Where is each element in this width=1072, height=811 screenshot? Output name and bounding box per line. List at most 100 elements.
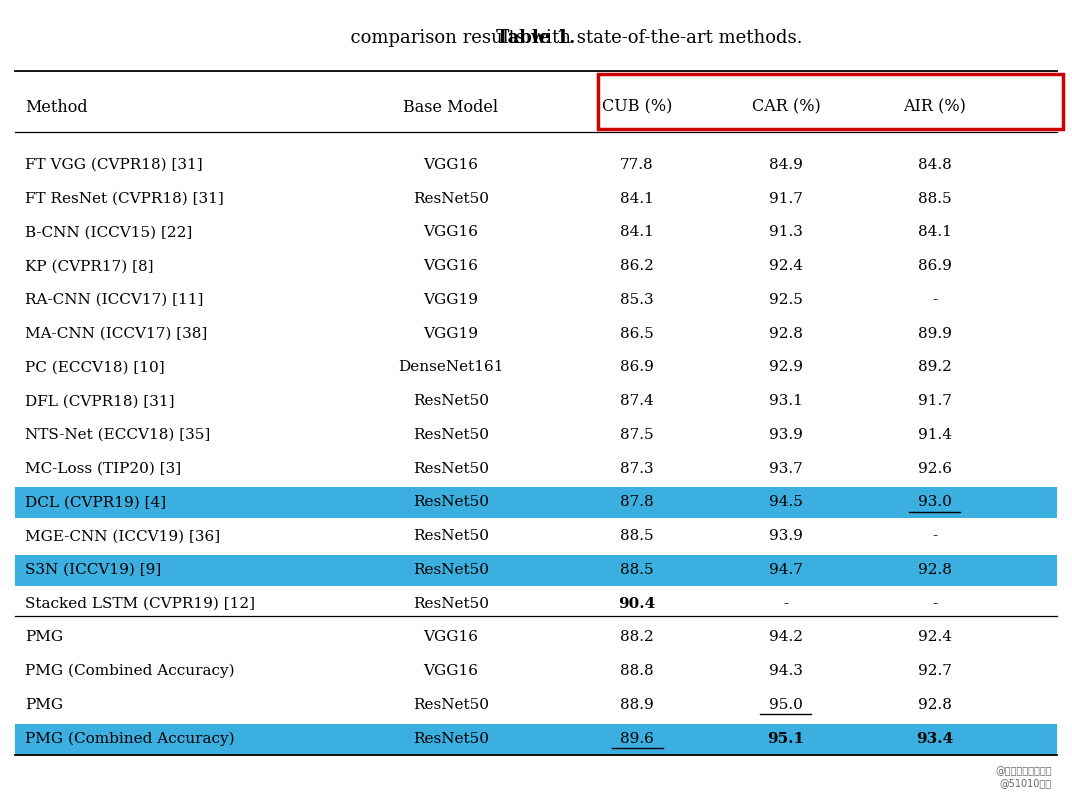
Text: 86.9: 86.9 <box>918 259 952 272</box>
Text: 95.0: 95.0 <box>769 697 803 711</box>
Text: 88.9: 88.9 <box>621 697 654 711</box>
Text: 88.2: 88.2 <box>621 629 654 644</box>
Text: VGG16: VGG16 <box>423 259 478 272</box>
Text: VGG16: VGG16 <box>423 629 478 644</box>
Text: 91.3: 91.3 <box>769 225 803 239</box>
Text: VGG19: VGG19 <box>423 326 478 341</box>
Text: 86.2: 86.2 <box>620 259 654 272</box>
Text: 94.2: 94.2 <box>769 629 803 644</box>
Text: -: - <box>933 596 937 610</box>
Text: 91.7: 91.7 <box>918 393 952 408</box>
Text: DCL (CVPR19) [4]: DCL (CVPR19) [4] <box>26 495 166 508</box>
Text: VGG16: VGG16 <box>423 225 478 239</box>
Text: 84.1: 84.1 <box>620 225 654 239</box>
Text: MC-Loss (TIP20) [3]: MC-Loss (TIP20) [3] <box>26 461 181 475</box>
Bar <box>598 75 1062 131</box>
Text: -: - <box>784 596 789 610</box>
Text: 93.9: 93.9 <box>769 427 803 441</box>
Text: KP (CVPR17) [8]: KP (CVPR17) [8] <box>26 259 154 272</box>
Text: MA-CNN (ICCV17) [38]: MA-CNN (ICCV17) [38] <box>26 326 208 341</box>
Text: MGE-CNN (ICCV19) [36]: MGE-CNN (ICCV19) [36] <box>26 529 221 543</box>
Text: 94.3: 94.3 <box>769 663 803 677</box>
Text: @稀土掘金技术社区
@51010博客: @稀土掘金技术社区 @51010博客 <box>995 766 1052 787</box>
Text: 88.5: 88.5 <box>621 529 654 543</box>
Text: B-CNN (ICCV15) [22]: B-CNN (ICCV15) [22] <box>26 225 193 239</box>
Text: CAR (%): CAR (%) <box>751 98 820 115</box>
Text: 84.8: 84.8 <box>918 157 952 172</box>
Text: VGG16: VGG16 <box>423 157 478 172</box>
Text: PMG (Combined Accuracy): PMG (Combined Accuracy) <box>26 731 235 745</box>
Text: 88.8: 88.8 <box>621 663 654 677</box>
Text: ResNet50: ResNet50 <box>413 191 489 205</box>
Text: FT ResNet (CVPR18) [31]: FT ResNet (CVPR18) [31] <box>26 191 224 205</box>
Text: ResNet50: ResNet50 <box>413 529 489 543</box>
Text: ResNet50: ResNet50 <box>413 495 489 508</box>
Bar <box>15 555 1057 586</box>
Text: 92.5: 92.5 <box>769 293 803 307</box>
Text: PMG (Combined Accuracy): PMG (Combined Accuracy) <box>26 663 235 677</box>
Text: 92.6: 92.6 <box>918 461 952 475</box>
Bar <box>15 723 1057 755</box>
Text: comparison results with state-of-the-art methods.: comparison results with state-of-the-art… <box>270 29 802 47</box>
Text: PC (ECCV18) [10]: PC (ECCV18) [10] <box>26 360 165 374</box>
Text: 89.6: 89.6 <box>620 731 654 744</box>
Text: 93.9: 93.9 <box>769 529 803 543</box>
Text: 92.4: 92.4 <box>918 629 952 644</box>
Text: 85.3: 85.3 <box>621 293 654 307</box>
Text: 88.5: 88.5 <box>621 562 654 577</box>
Text: ResNet50: ResNet50 <box>413 697 489 711</box>
Text: 77.8: 77.8 <box>621 157 654 172</box>
Text: 87.4: 87.4 <box>621 393 654 408</box>
Text: CUB (%): CUB (%) <box>601 98 672 115</box>
Text: ResNet50: ResNet50 <box>413 596 489 610</box>
Text: Method: Method <box>26 98 88 115</box>
Text: 94.7: 94.7 <box>769 562 803 577</box>
Text: Stacked LSTM (CVPR19) [12]: Stacked LSTM (CVPR19) [12] <box>26 596 255 610</box>
Text: -: - <box>933 293 937 307</box>
Text: 86.9: 86.9 <box>620 360 654 374</box>
Text: Base Model: Base Model <box>403 98 498 115</box>
Text: 93.7: 93.7 <box>769 461 803 475</box>
Text: Table 1.: Table 1. <box>496 29 576 47</box>
Text: NTS-Net (ECCV18) [35]: NTS-Net (ECCV18) [35] <box>26 427 211 441</box>
Text: 93.0: 93.0 <box>918 495 952 508</box>
Text: 84.1: 84.1 <box>620 191 654 205</box>
Text: 89.2: 89.2 <box>918 360 952 374</box>
Text: 93.4: 93.4 <box>917 731 953 744</box>
Text: -: - <box>933 529 937 543</box>
Text: PMG: PMG <box>26 697 63 711</box>
Text: 91.4: 91.4 <box>918 427 952 441</box>
Text: 90.4: 90.4 <box>619 596 656 610</box>
Text: ResNet50: ResNet50 <box>413 393 489 408</box>
Text: 87.8: 87.8 <box>621 495 654 508</box>
Text: 91.7: 91.7 <box>769 191 803 205</box>
Text: VGG19: VGG19 <box>423 293 478 307</box>
Text: 88.5: 88.5 <box>918 191 952 205</box>
Text: ResNet50: ResNet50 <box>413 731 489 744</box>
Text: ResNet50: ResNet50 <box>413 461 489 475</box>
Text: VGG16: VGG16 <box>423 663 478 677</box>
Text: FT VGG (CVPR18) [31]: FT VGG (CVPR18) [31] <box>26 157 203 172</box>
Text: 92.8: 92.8 <box>918 697 952 711</box>
Text: 84.9: 84.9 <box>769 157 803 172</box>
Text: 92.8: 92.8 <box>918 562 952 577</box>
Text: ResNet50: ResNet50 <box>413 427 489 441</box>
Text: 92.9: 92.9 <box>769 360 803 374</box>
Text: AIR (%): AIR (%) <box>904 98 966 115</box>
Text: RA-CNN (ICCV17) [11]: RA-CNN (ICCV17) [11] <box>26 293 204 307</box>
Text: ResNet50: ResNet50 <box>413 562 489 577</box>
Text: S3N (ICCV19) [9]: S3N (ICCV19) [9] <box>26 562 162 577</box>
Text: DFL (CVPR18) [31]: DFL (CVPR18) [31] <box>26 393 175 408</box>
Text: 84.1: 84.1 <box>918 225 952 239</box>
Bar <box>15 487 1057 519</box>
Text: 92.4: 92.4 <box>769 259 803 272</box>
Text: 95.1: 95.1 <box>768 731 804 744</box>
Text: PMG: PMG <box>26 629 63 644</box>
Text: 93.1: 93.1 <box>769 393 803 408</box>
Text: DenseNet161: DenseNet161 <box>398 360 504 374</box>
Text: 89.9: 89.9 <box>918 326 952 341</box>
Text: 87.3: 87.3 <box>621 461 654 475</box>
Text: 94.5: 94.5 <box>769 495 803 508</box>
Text: 92.7: 92.7 <box>918 663 952 677</box>
Text: 86.5: 86.5 <box>621 326 654 341</box>
